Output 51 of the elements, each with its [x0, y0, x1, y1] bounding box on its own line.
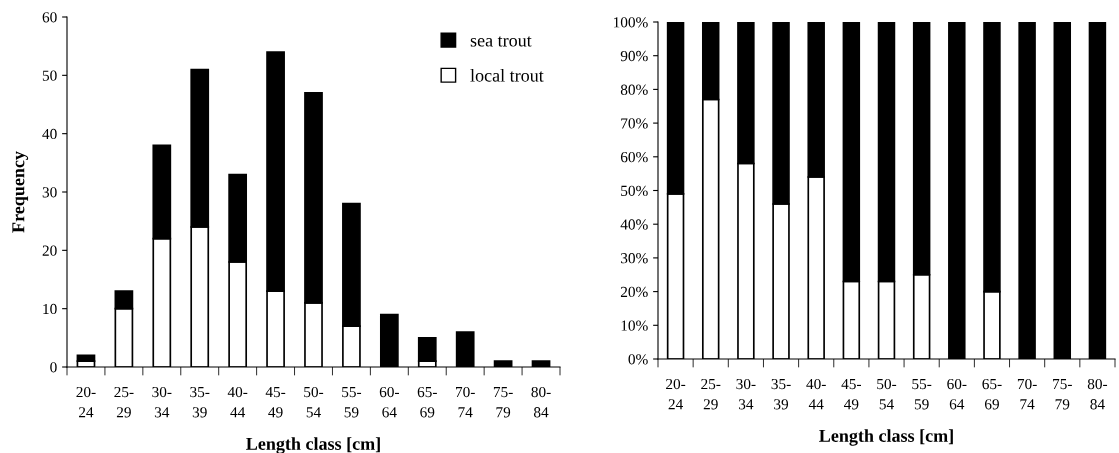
x-tick-label: 20- 24: [76, 386, 96, 418]
y-tick-label: 50%: [621, 185, 648, 196]
y-tick-label: 80%: [620, 84, 648, 95]
y-tick-label: 10%: [621, 320, 648, 331]
y-tick-label: 90%: [620, 50, 648, 62]
bar: [417, 336, 437, 363]
y-tick-label: 0%: [628, 354, 648, 365]
y-tick-label: 0: [50, 362, 57, 373]
y-tick-label: 70%: [621, 118, 648, 129]
x-tick-label: 60- 64: [379, 386, 399, 418]
x-tick-label: 75- 79: [1053, 379, 1072, 410]
y-tick-label: 40: [42, 128, 57, 140]
x-tick-label: 55- 59: [912, 379, 932, 410]
y-tick-label: 30%: [621, 253, 648, 264]
x-tick-label: 40- 44: [806, 378, 826, 410]
x-tick-label: 45- 49: [841, 378, 861, 410]
y-tick-label: 60: [42, 12, 57, 23]
x-tick-label: 50- 54: [304, 386, 324, 418]
x-tick-label: 45- 49: [265, 386, 286, 418]
y-tick-label: 10: [43, 303, 57, 315]
x-tick-label: 20- 24: [666, 378, 686, 410]
legend-label: sea trout: [470, 36, 532, 47]
y-tick-label: 20: [42, 245, 57, 256]
x-axis-title: Length class [cm]: [819, 429, 953, 446]
x-tick-label: 55- 59: [342, 387, 362, 418]
y-tick-label: 100%: [613, 17, 648, 28]
x-tick-label: 30- 34: [736, 378, 756, 410]
x-tick-label: 65- 69: [417, 386, 437, 418]
legend-label: local trout: [470, 68, 544, 82]
x-tick-label: 25- 29: [701, 378, 721, 410]
x-tick-label: 50- 54: [877, 378, 897, 410]
x-tick-label: 80- 84: [1087, 378, 1108, 410]
x-tick-label: 60- 64: [947, 378, 967, 410]
x-tick-label: 35- 39: [190, 386, 210, 418]
y-tick-label: 30: [42, 187, 57, 198]
bar: [76, 354, 96, 363]
x-tick-label: 70- 74: [456, 386, 475, 418]
x-tick-label: 35- 39: [771, 378, 791, 410]
y-tick-label: 50: [42, 70, 57, 81]
x-tick-label: 80- 84: [531, 386, 551, 418]
y-tick-label: 20%: [620, 286, 648, 298]
x-tick-label: 25- 29: [114, 386, 134, 418]
x-tick-label: 75- 79: [493, 387, 513, 418]
x-tick-label: 40- 44: [227, 386, 248, 418]
x-tick-label: 65- 69: [982, 378, 1002, 410]
y-tick-label: 40%: [620, 219, 648, 230]
x-tick-label: 30- 34: [152, 386, 172, 418]
x-axis-title: Length class [cm]: [246, 437, 380, 453]
y-tick-label: 60%: [620, 151, 648, 163]
y-axis-title: Frequency: [12, 151, 29, 233]
x-tick-label: 70- 74: [1017, 378, 1037, 410]
